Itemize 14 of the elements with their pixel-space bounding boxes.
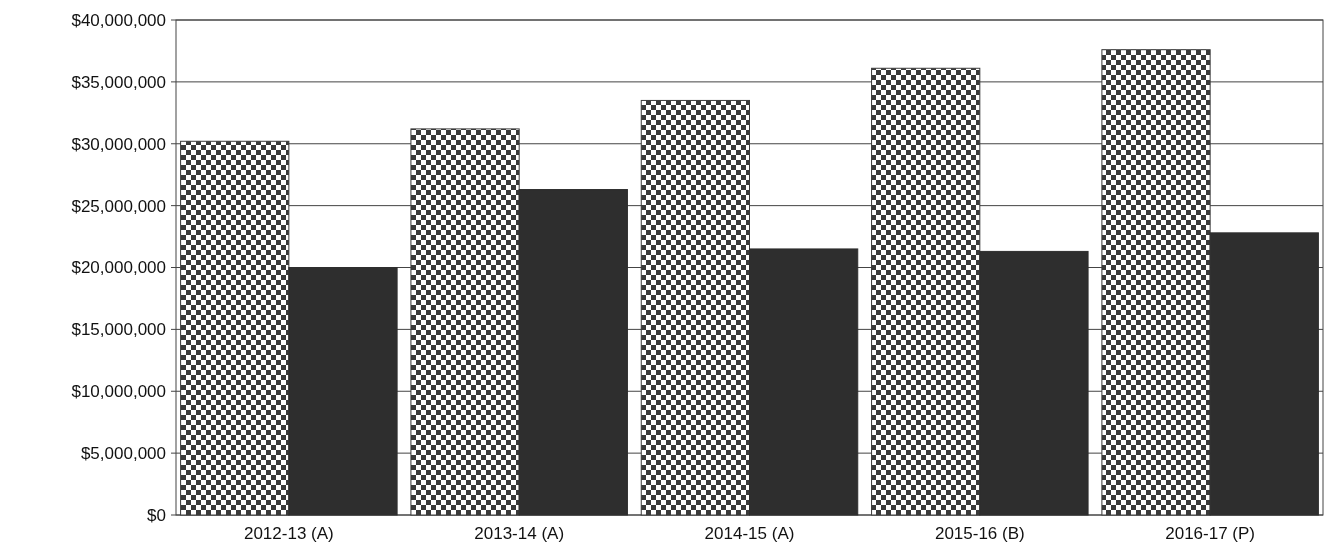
x-tick-label: 2015-16 (B) (934, 524, 1025, 543)
y-tick-label: $40,000,000 (71, 10, 166, 30)
y-tick-label: $30,000,000 (71, 134, 166, 154)
x-tick-label: 2013-14 (A) (474, 524, 565, 543)
y-tick-label: $15,000,000 (71, 320, 166, 340)
y-tick-label: $10,000,000 (71, 382, 166, 402)
y-tick-label: $5,000,000 (80, 444, 166, 464)
x-tick-label: 2014-15 (A) (704, 524, 795, 543)
y-tick-label: $20,000,000 (71, 258, 166, 278)
x-tick-label: 2016-17 (P) (1165, 524, 1256, 543)
y-tick-label: $0 (147, 505, 166, 525)
y-tick-label: $25,000,000 (71, 196, 166, 216)
y-tick-label: $35,000,000 (71, 72, 166, 92)
x-tick-label: 2012-13 (A) (243, 524, 334, 543)
